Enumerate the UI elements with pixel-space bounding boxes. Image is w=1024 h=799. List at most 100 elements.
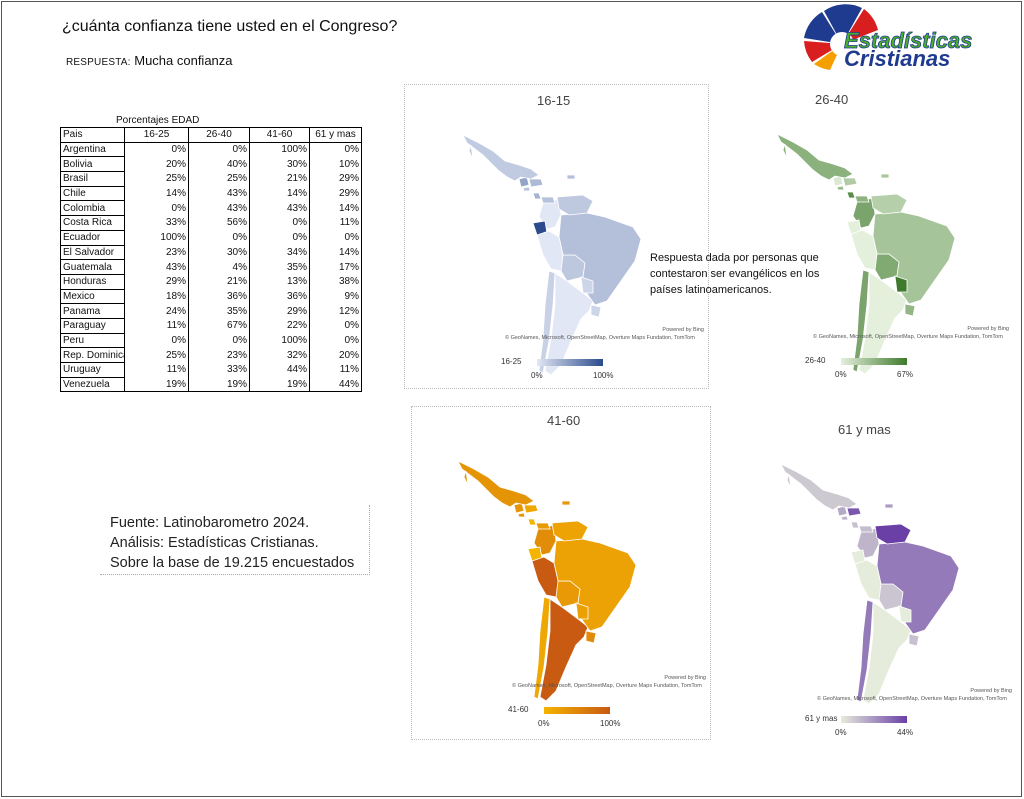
value-cell: 30%	[188, 245, 250, 260]
country-shape-peru	[536, 230, 564, 272]
legend-min: 0%	[835, 370, 847, 379]
value-cell: 11%	[124, 318, 189, 334]
country-shape-el-salvador	[517, 512, 526, 518]
map-title: 41-60	[547, 413, 581, 428]
value-cell: 0%	[124, 333, 189, 348]
country-shape-panama	[540, 196, 556, 204]
value-cell: 0%	[309, 142, 362, 157]
country-shape-honduras	[842, 177, 858, 187]
source-line-1: Fuente: Latinobarometro 2024.	[110, 515, 310, 531]
value-cell: 43%	[124, 259, 189, 275]
country-shape-mexico	[776, 133, 854, 181]
map-credit: Powered by Bing	[970, 688, 1012, 694]
value-cell: 56%	[188, 215, 250, 231]
country-shape-rep-dominicana	[884, 503, 894, 509]
table-row: Argentina 0% 0% 100% 0%	[60, 142, 362, 158]
country-shape-costa-rica	[532, 192, 542, 200]
table-row: Honduras 29% 21% 13% 38%	[60, 274, 362, 290]
country-shape-mexico	[457, 460, 535, 508]
value-cell: 29%	[124, 274, 189, 290]
table-header-row: Pais 16-25 26-40 41-60 61 y mas	[60, 127, 362, 143]
value-cell: 14%	[124, 186, 189, 201]
value-cell: 0%	[124, 142, 189, 157]
value-cell: 11%	[124, 362, 189, 378]
country-cell: Uruguay	[60, 362, 125, 378]
value-cell: 20%	[124, 156, 189, 172]
table-row: Chile 14% 43% 14% 29%	[60, 186, 362, 202]
table-row: Bolivia 20% 40% 30% 10%	[60, 156, 362, 173]
map-credit-sources: © GeoNames, Microsoft, OpenStreetMap, Ov…	[512, 683, 702, 689]
map-legend: 16-25 0% 100%	[501, 357, 621, 385]
map-credit-sources: © GeoNames, Microsoft, OpenStreetMap, Ov…	[505, 335, 695, 341]
logo-mark	[804, 4, 878, 70]
value-cell: 14%	[309, 245, 362, 260]
country-shape-honduras	[528, 178, 544, 188]
source-line-3: Sobre la base de 19.215 encuestados	[110, 555, 355, 571]
country-shape-uruguay	[908, 633, 920, 647]
value-cell: 0%	[249, 230, 310, 245]
response-line: RESPUESTA: Mucha confianza	[66, 53, 233, 68]
legend-max: 67%	[897, 370, 914, 379]
value-cell: 29%	[309, 171, 362, 187]
value-cell: 40%	[188, 156, 250, 172]
value-cell: 14%	[249, 186, 310, 201]
value-cell: 43%	[188, 200, 250, 216]
value-cell: 20%	[309, 347, 362, 363]
value-cell: 0%	[249, 215, 310, 231]
table-row: Peru 0% 0% 100% 0%	[60, 333, 362, 349]
country-shape-el-salvador	[836, 185, 845, 191]
country-shape-chile	[533, 596, 551, 700]
country-shape-panama	[854, 195, 870, 203]
country-shape-brasil	[558, 212, 642, 306]
legend-gradient	[537, 359, 603, 366]
country-shape-mexico	[462, 134, 540, 182]
value-cell: 21%	[249, 171, 310, 187]
response-label: RESPUESTA:	[66, 57, 131, 68]
table-row: Ecuador 100% 0% 0% 0%	[60, 230, 362, 246]
value-cell: 0%	[188, 142, 250, 157]
map-legend: 41-60 0% 100%	[508, 705, 628, 733]
value-cell: 4%	[188, 259, 250, 275]
table-row: Rep. Dominicana25%23%32%20%	[60, 347, 362, 363]
table-row: Panama 24% 35% 29% 12%	[60, 303, 362, 319]
value-cell: 32%	[249, 347, 310, 363]
legend-gradient	[544, 707, 610, 714]
legend-gradient	[841, 358, 907, 365]
map-legend: 26-40 0% 67%	[805, 356, 925, 384]
country-shape-paraguay	[580, 276, 594, 294]
legend-label: 26-40	[805, 356, 826, 365]
page-title: ¿cuánta confianza tiene usted en el Cong…	[62, 18, 398, 35]
country-shape-venezuela	[556, 194, 594, 216]
value-cell: 23%	[188, 347, 250, 363]
country-cell: Chile	[60, 186, 125, 202]
country-shape-costa-rica	[527, 518, 537, 526]
value-cell: 14%	[309, 200, 362, 216]
source-box: Fuente: Latinobarometro 2024. Análisis: …	[100, 505, 370, 575]
table-body: Argentina 0% 0% 100% 0% Bolivia 20% 40% 30% 10% Br…	[60, 142, 362, 393]
value-cell: 0%	[124, 200, 189, 216]
country-cell: Costa Rica	[60, 215, 125, 231]
country-cell: Panama	[60, 303, 125, 319]
country-cell: Brasil	[60, 171, 125, 187]
map-credit-sources: © GeoNames, Microsoft, OpenStreetMap, Ov…	[813, 334, 1003, 340]
map-credit-sources: © GeoNames, Microsoft, OpenStreetMap, Ov…	[817, 696, 1007, 702]
legend-min: 0%	[531, 371, 543, 380]
country-shape-peru	[531, 556, 559, 598]
value-cell: 35%	[249, 259, 310, 275]
value-cell: 0%	[188, 333, 250, 348]
legend-max: 44%	[897, 728, 914, 737]
map-26-40	[776, 133, 956, 375]
value-cell: 36%	[188, 289, 250, 304]
value-cell: 67%	[188, 318, 250, 334]
country-cell: Guatemala	[60, 259, 125, 275]
value-cell: 19%	[249, 377, 310, 393]
country-shape-venezuela	[551, 520, 589, 542]
map-title: 61 y mas	[838, 422, 891, 437]
column-header: 16-25	[124, 127, 189, 143]
country-cell: Colombia	[60, 200, 125, 217]
country-shape-peru	[850, 229, 878, 271]
table-row: Brasil 25% 25% 21% 29%	[60, 171, 362, 187]
legend-max: 100%	[593, 371, 614, 380]
country-shape-chile	[852, 269, 870, 373]
